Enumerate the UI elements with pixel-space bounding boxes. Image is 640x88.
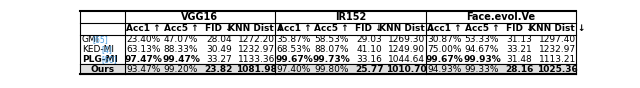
Text: 25.77: 25.77	[355, 65, 383, 74]
Text: Acc1 ↑: Acc1 ↑	[126, 24, 161, 33]
Text: 30.87%: 30.87%	[427, 35, 461, 44]
Text: 28.04: 28.04	[206, 35, 232, 44]
Text: 97.47%: 97.47%	[125, 55, 163, 64]
Text: FID ↓: FID ↓	[506, 24, 533, 33]
Text: 53.33%: 53.33%	[465, 35, 499, 44]
Text: 99.20%: 99.20%	[164, 65, 198, 74]
Text: 41.10: 41.10	[356, 45, 382, 54]
Text: 31.13: 31.13	[507, 35, 532, 44]
Text: IR152: IR152	[335, 12, 366, 22]
Text: FID ↓: FID ↓	[205, 24, 232, 33]
Text: 33.16: 33.16	[356, 55, 382, 64]
Text: 99.67%: 99.67%	[275, 55, 313, 64]
Text: 1113.21: 1113.21	[539, 55, 576, 64]
Text: 35.87%: 35.87%	[276, 35, 311, 44]
Text: 68.53%: 68.53%	[276, 45, 311, 54]
Text: 99.33%: 99.33%	[465, 65, 499, 74]
Text: Acc5 ↑: Acc5 ↑	[465, 24, 499, 33]
Text: FID ↓: FID ↓	[355, 24, 383, 33]
Text: 99.73%: 99.73%	[312, 55, 350, 64]
Text: 63.13%: 63.13%	[126, 45, 161, 54]
Text: 99.93%: 99.93%	[463, 55, 501, 64]
Text: GMI: GMI	[82, 35, 99, 44]
Text: 97.40%: 97.40%	[276, 65, 311, 74]
Text: 1272.20: 1272.20	[238, 35, 275, 44]
Text: 1133.36: 1133.36	[237, 55, 275, 64]
Text: 1025.36: 1025.36	[537, 65, 577, 74]
Text: KED-MI: KED-MI	[82, 45, 114, 54]
Text: Face.evol.Ve: Face.evol.Ve	[466, 12, 535, 22]
Text: KNN Dist ↓: KNN Dist ↓	[378, 24, 435, 33]
Text: [65]: [65]	[92, 35, 108, 44]
Text: VGG16: VGG16	[181, 12, 218, 22]
Text: 88.33%: 88.33%	[164, 45, 198, 54]
Text: 93.47%: 93.47%	[126, 65, 161, 74]
Text: 23.40%: 23.40%	[126, 35, 161, 44]
Text: 94.93%: 94.93%	[427, 65, 461, 74]
Text: 30.49: 30.49	[206, 45, 232, 54]
Text: [4]: [4]	[102, 45, 113, 54]
Text: 58.53%: 58.53%	[314, 35, 349, 44]
Text: 23.82: 23.82	[205, 65, 233, 74]
Text: 1249.90: 1249.90	[388, 45, 426, 54]
Text: 99.80%: 99.80%	[314, 65, 349, 74]
Text: Acc1 ↑: Acc1 ↑	[276, 24, 311, 33]
Text: 1081.98: 1081.98	[236, 65, 276, 74]
Text: 99.47%: 99.47%	[162, 55, 200, 64]
Text: 94.67%: 94.67%	[465, 45, 499, 54]
Text: 75.00%: 75.00%	[427, 45, 461, 54]
Text: 1232.97: 1232.97	[237, 45, 275, 54]
Text: [60]: [60]	[102, 55, 118, 64]
Text: 88.07%: 88.07%	[314, 45, 349, 54]
Text: Acc5 ↑: Acc5 ↑	[314, 24, 349, 33]
Text: 28.16: 28.16	[506, 65, 534, 74]
Text: PLG-MI: PLG-MI	[82, 55, 118, 64]
Text: 33.21: 33.21	[507, 45, 532, 54]
Text: 1010.70: 1010.70	[387, 65, 427, 74]
Text: 29.03: 29.03	[356, 35, 382, 44]
Text: 1297.40: 1297.40	[539, 35, 576, 44]
Text: 33.27: 33.27	[206, 55, 232, 64]
Text: 1232.97: 1232.97	[539, 45, 576, 54]
Text: 47.07%: 47.07%	[164, 35, 198, 44]
Text: 99.67%: 99.67%	[426, 55, 463, 64]
Text: Acc5 ↑: Acc5 ↑	[164, 24, 198, 33]
Bar	[80, 64, 576, 74]
Text: Ours: Ours	[90, 65, 115, 74]
Text: 31.48: 31.48	[507, 55, 532, 64]
Text: 1269.30: 1269.30	[388, 35, 426, 44]
Text: Acc1 ↑: Acc1 ↑	[427, 24, 461, 33]
Text: KNN Dist ↓: KNN Dist ↓	[228, 24, 284, 33]
Text: KNN Dist ↓: KNN Dist ↓	[529, 24, 586, 33]
Text: 1044.64: 1044.64	[388, 55, 425, 64]
